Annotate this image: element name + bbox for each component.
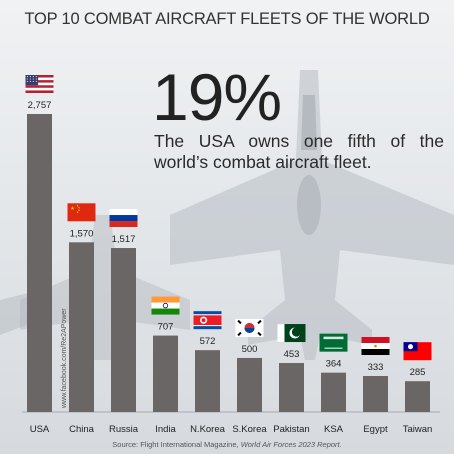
bar-taiwan: [405, 381, 430, 412]
data-label: 572: [200, 336, 216, 347]
data-label: 707: [158, 322, 174, 333]
bar-usa: [27, 114, 52, 412]
taiwan-flag-icon: [403, 342, 432, 361]
bar-skorea: [237, 357, 262, 412]
egypt-flag-icon: [361, 337, 390, 356]
russia-flag-icon: [109, 209, 138, 228]
source-prefix: Source: Flight International Magazine,: [112, 440, 241, 449]
category-label: N.Korea: [190, 424, 226, 435]
category-label: China: [69, 424, 95, 435]
category-label: India: [155, 424, 176, 435]
source-report: World Air Forces 2023 Report.: [240, 440, 342, 449]
chart-title: TOP 10 COMBAT AIRCRAFT FLEETS OF THE WOR…: [24, 10, 430, 28]
highlight-text: The USA owns one fifth of the world’s co…: [154, 131, 444, 172]
category-label: Taiwan: [403, 424, 433, 435]
category-label: S.Korea: [232, 424, 267, 435]
bar-india: [153, 335, 178, 412]
highlight-percent: 19%: [152, 60, 282, 134]
india-flag-icon: [151, 296, 180, 315]
category-label: Russia: [109, 424, 139, 435]
pakistan-flag-icon: [277, 324, 306, 343]
bar-pakistan: [279, 363, 304, 412]
south-korea-flag-icon: [235, 318, 264, 337]
bar-nkorea: [195, 350, 220, 412]
saudi-arabia-flag-icon: [319, 333, 348, 352]
bar-china: [69, 242, 94, 412]
data-label: 1,517: [112, 234, 136, 245]
data-label: 500: [242, 344, 258, 355]
data-label: 1,570: [70, 228, 94, 239]
category-label: KSA: [324, 424, 344, 435]
category-label: Pakistan: [273, 424, 309, 435]
data-label: 285: [410, 367, 426, 378]
data-label: 453: [284, 349, 300, 360]
data-label: 2,757: [28, 100, 52, 111]
north-korea-flag-icon: [193, 311, 222, 330]
bar-russia: [111, 248, 136, 412]
usa-flag-icon: [25, 75, 54, 93]
china-flag-icon: [67, 203, 96, 222]
data-label: 364: [326, 359, 342, 370]
bar-ksa: [321, 372, 346, 412]
data-label: 333: [368, 362, 384, 373]
source-note: Source: Flight International Magazine, W…: [0, 440, 454, 449]
bar-egypt: [363, 376, 388, 412]
category-label: Egypt: [363, 424, 388, 435]
category-label: USA: [30, 424, 50, 435]
